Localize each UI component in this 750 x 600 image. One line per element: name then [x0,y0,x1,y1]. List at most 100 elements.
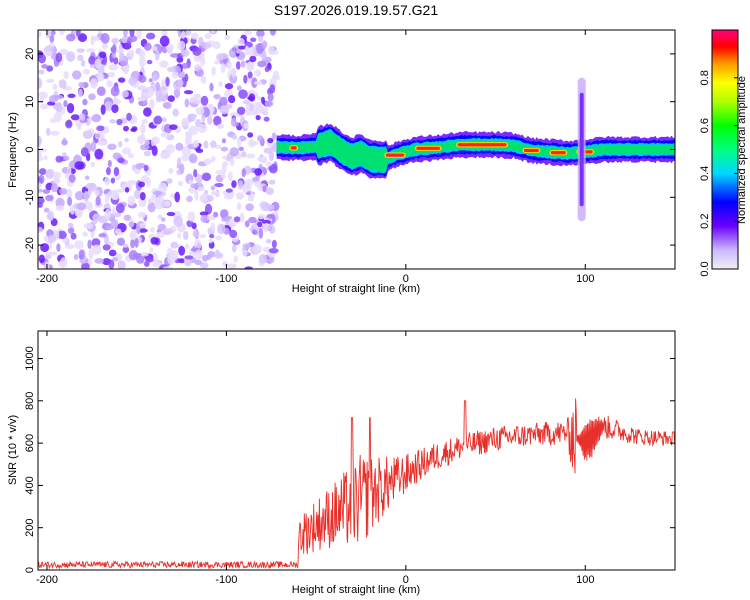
noise-blob [128,221,135,228]
noise-blob [243,122,249,129]
noise-blob [140,123,146,134]
noise-blob [231,133,238,140]
noise-blob [229,158,235,167]
noise-blob [39,95,44,104]
noise-blob [98,233,107,238]
noise-blob [115,203,125,214]
noise-blob [166,177,173,184]
noise-blob [38,77,43,89]
ridge-red-core [457,143,507,147]
noise-blob [203,140,209,149]
noise-blob [185,195,194,202]
noise-blob [136,134,146,145]
noise-blob [80,59,86,67]
noise-blob [38,31,42,38]
noise-blob [152,261,162,268]
noise-blob [150,226,155,233]
ridge-red-core [290,146,297,150]
x-tick-label: 0 [403,574,409,586]
noise-blob [49,34,55,43]
noise-blob [178,245,186,256]
noise-blob [216,123,225,129]
noise-blob [185,132,193,142]
noise-blob [121,147,131,155]
noise-blob [265,161,273,167]
noise-blob [111,104,119,114]
noise-blob [178,258,186,264]
noise-blob [112,43,117,54]
noise-blob [149,98,155,110]
y-tick-label: -10 [24,189,36,205]
noise-blob [147,198,153,204]
noise-blob [111,207,116,215]
noise-blob [170,241,179,249]
noise-blob [161,30,168,38]
noise-blob [113,166,120,177]
noise-blob [249,55,257,63]
y-tick-label: 0 [24,567,36,573]
noise-blob [245,203,254,212]
noise-blob [197,180,202,187]
noise-blob [138,85,145,91]
x-tick-label: -100 [215,574,237,586]
noise-blob [157,214,163,220]
noise-blob [137,211,147,219]
x-tick-label: 100 [576,273,594,285]
noise-blob [50,183,59,193]
noise-blob [145,32,156,40]
noise-blob [62,137,67,146]
noise-blob [257,35,264,43]
noise-blob [100,32,110,44]
noise-blob [155,231,165,238]
noise-blob [213,211,219,218]
noise-blob [165,43,174,52]
noise-blob [63,70,69,80]
y-tick-label: 0 [24,146,36,152]
x-tick-label: -200 [36,574,58,586]
noise-blob [223,194,234,200]
noise-blob [137,181,146,188]
noise-blob [243,30,252,36]
noise-blob [82,130,93,140]
noise-blob [83,68,90,75]
noise-blob [244,45,250,56]
noise-blob [95,196,101,207]
noise-blob [127,179,137,186]
noise-blob [143,164,149,172]
top-y-ticks: -20 -10 0 10 20 [24,48,675,253]
noise-blob [41,64,49,69]
noise-blob [108,71,116,78]
noise-blob [192,47,202,56]
noise-blob [182,230,189,241]
noise-blob [210,30,216,34]
noise-blob [236,202,242,211]
noise-blob [257,60,267,68]
noise-blob [209,82,214,92]
colorbar-tick-label: 0.8 [699,70,711,85]
noise-blob [244,220,250,228]
noise-blob [204,189,209,195]
noise-blob [213,94,221,100]
y-tick-label: 600 [24,434,36,452]
bottom-x-ticks: -200 -100 0 100 [36,331,594,586]
noise-blob [181,146,192,157]
noise-blob [255,102,264,113]
noise-blob [38,188,44,193]
chart-title: S197.2026.019.19.57.G21 [274,2,438,18]
spike-inner [579,92,584,207]
noise-blob [221,172,226,180]
noise-blob [184,98,190,108]
noise-blob [177,40,186,51]
noise-blob [159,35,170,47]
noise-blob [96,72,105,82]
noise-blob [117,260,126,269]
noise-blob [210,222,216,233]
noise-blob [133,189,141,200]
noise-blob [147,201,156,213]
noise-blob [188,153,198,164]
noise-blob [38,168,47,176]
noise-blob [131,126,138,132]
noise-blob [138,228,148,233]
noise-blob [38,155,44,162]
